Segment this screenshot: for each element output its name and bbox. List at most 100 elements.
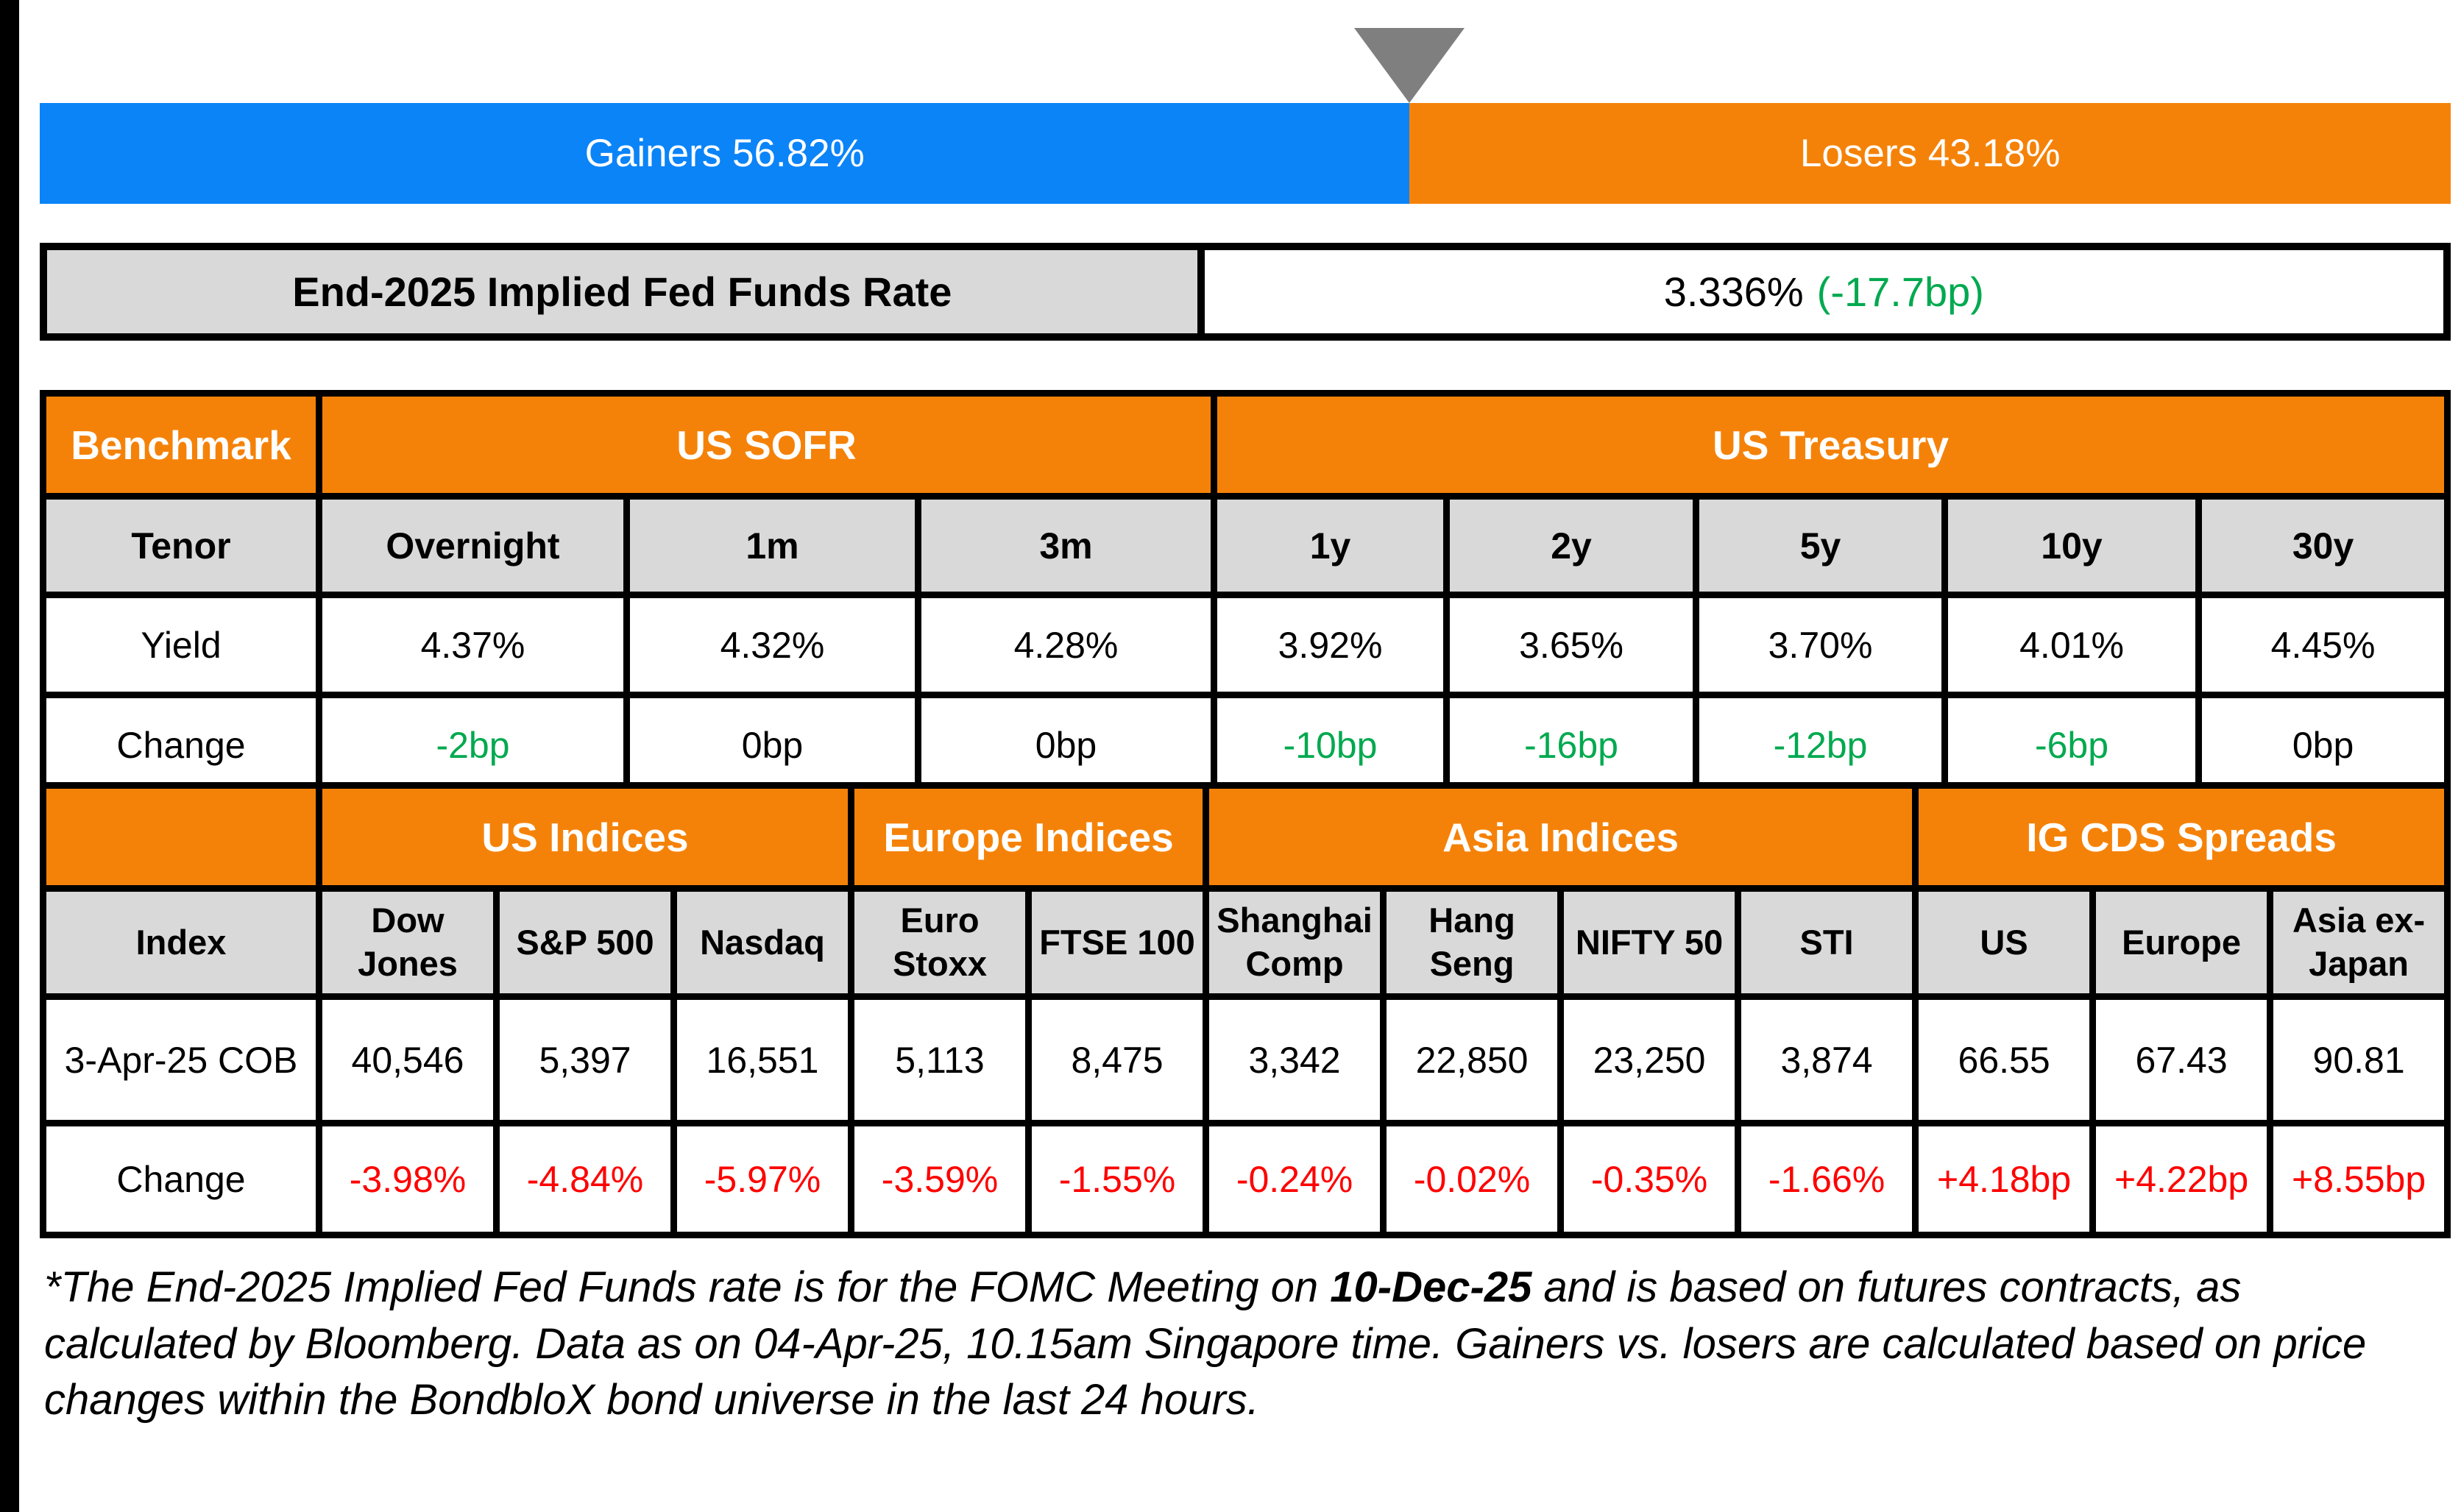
bar-marker-triangle-icon bbox=[1354, 28, 1465, 103]
index-change-cell: -0.02% bbox=[1380, 1120, 1565, 1238]
tenor-cell: 1m bbox=[623, 493, 921, 598]
index-change-cell: -1.55% bbox=[1025, 1120, 1210, 1238]
yield-cell: 4.32% bbox=[623, 592, 921, 698]
cob-cell: 66.55 bbox=[1912, 993, 2097, 1126]
yield-cell: 3.65% bbox=[1443, 592, 1700, 698]
index-name-cell: Europe bbox=[2089, 885, 2274, 1000]
cob-cell: 22,850 bbox=[1380, 993, 1565, 1126]
index-name-cell: Hang Seng bbox=[1380, 885, 1565, 1000]
left-edge-strip bbox=[0, 0, 19, 1512]
benchmark-table: Benchmark US SOFR US Treasury Tenor Over… bbox=[40, 390, 2451, 798]
change-cell: -16bp bbox=[1443, 692, 1700, 798]
tenor-row-label: Tenor bbox=[40, 493, 322, 598]
cob-cell: 40,546 bbox=[316, 993, 500, 1126]
change-row-label: Change bbox=[40, 1120, 322, 1238]
yield-cell: 4.37% bbox=[316, 592, 630, 698]
fed-funds-rate: 3.336% bbox=[1663, 269, 1804, 315]
footnote-post: and is based on futures contracts, as ca… bbox=[44, 1263, 2367, 1424]
index-name-cell: STI bbox=[1735, 885, 1919, 1000]
fed-funds-value-cell: 3.336% (-17.7bp) bbox=[1205, 250, 2443, 333]
change-cell: -10bp bbox=[1211, 692, 1451, 798]
yield-cell: 3.70% bbox=[1693, 592, 1949, 698]
index-name-cell: Shanghai Comp bbox=[1203, 885, 1387, 1000]
change-cell: 0bp bbox=[914, 692, 1218, 798]
tenor-header-row: Tenor Overnight 1m 3m 1y 2y 5y 10y 30y bbox=[40, 493, 2451, 598]
index-name-cell: FTSE 100 bbox=[1025, 885, 1210, 1000]
change-cell: 0bp bbox=[623, 692, 921, 798]
index-change-cell: -5.97% bbox=[670, 1120, 855, 1238]
group-header-us-indices: US Indices bbox=[315, 782, 855, 892]
tenor-cell: Overnight bbox=[316, 493, 630, 598]
yield-row-label: Yield bbox=[40, 592, 322, 698]
cob-cell: 90.81 bbox=[2267, 993, 2451, 1126]
benchmark-group-header-row: Benchmark US SOFR US Treasury bbox=[40, 390, 2451, 500]
group-header-europe-indices: Europe Indices bbox=[848, 782, 1210, 892]
cob-cell: 3,342 bbox=[1203, 993, 1387, 1126]
tenor-cell: 10y bbox=[1941, 493, 2203, 598]
change-cell: -12bp bbox=[1693, 692, 1949, 798]
fed-funds-strip: End-2025 Implied Fed Funds Rate 3.336% (… bbox=[40, 243, 2451, 341]
losers-segment: Losers 43.18% bbox=[1409, 103, 2451, 204]
fed-funds-label: End-2025 Implied Fed Funds Rate bbox=[47, 250, 1205, 333]
indices-group-header-row: US Indices Europe Indices Asia Indices I… bbox=[40, 782, 2451, 892]
yield-cell: 4.01% bbox=[1941, 592, 2203, 698]
indices-table: US Indices Europe Indices Asia Indices I… bbox=[40, 782, 2451, 1238]
tenor-cell: 2y bbox=[1443, 493, 1700, 598]
cob-cell: 16,551 bbox=[670, 993, 855, 1126]
index-name-cell: Euro Stoxx bbox=[848, 885, 1033, 1000]
cob-row-label: 3-Apr-25 COB bbox=[40, 993, 322, 1126]
group-header-us-sofr: US SOFR bbox=[315, 390, 1218, 500]
yield-cell: 4.45% bbox=[2195, 592, 2451, 698]
index-change-cell: -3.59% bbox=[848, 1120, 1033, 1238]
cob-cell: 67.43 bbox=[2089, 993, 2274, 1126]
losers-label: Losers 43.18% bbox=[1799, 132, 2061, 175]
indices-corner-cell bbox=[40, 782, 322, 892]
index-name-cell: Dow Jones bbox=[316, 885, 500, 1000]
cob-cell: 5,397 bbox=[493, 993, 677, 1126]
benchmark-change-row: Change -2bp 0bp 0bp -10bp -16bp -12bp -6… bbox=[40, 692, 2451, 798]
index-name-cell: Asia ex-Japan bbox=[2267, 885, 2451, 1000]
gainers-losers-bar: Gainers 56.82% Losers 43.18% bbox=[40, 103, 2451, 204]
yield-cell: 3.92% bbox=[1211, 592, 1451, 698]
index-change-cell: -0.24% bbox=[1203, 1120, 1387, 1238]
group-header-us-treasury: US Treasury bbox=[1211, 390, 2451, 500]
tenor-cell: 3m bbox=[914, 493, 1218, 598]
cob-row: 3-Apr-25 COB 40,546 5,397 16,551 5,113 8… bbox=[40, 993, 2451, 1126]
indices-change-row: Change -3.98% -4.84% -5.97% -3.59% -1.55… bbox=[40, 1120, 2451, 1238]
gainers-segment: Gainers 56.82% bbox=[40, 103, 1410, 204]
change-cell: 0bp bbox=[2195, 692, 2451, 798]
tenor-cell: 1y bbox=[1211, 493, 1451, 598]
tenor-cell: 30y bbox=[2195, 493, 2451, 598]
cob-cell: 8,475 bbox=[1025, 993, 1210, 1126]
footnote: *The End-2025 Implied Fed Funds rate is … bbox=[44, 1260, 2421, 1429]
footnote-pre: *The End-2025 Implied Fed Funds rate is … bbox=[44, 1263, 1331, 1311]
change-row-label: Change bbox=[40, 692, 322, 798]
gainers-label: Gainers 56.82% bbox=[584, 132, 865, 175]
group-header-ig-cds-spreads: IG CDS Spreads bbox=[1912, 782, 2451, 892]
index-change-cell: -3.98% bbox=[316, 1120, 500, 1238]
index-name-cell: NIFTY 50 bbox=[1557, 885, 1742, 1000]
cob-cell: 3,874 bbox=[1735, 993, 1919, 1126]
index-header-row: Index Dow Jones S&P 500 Nasdaq Euro Stox… bbox=[40, 885, 2451, 1000]
change-cell: -2bp bbox=[316, 692, 630, 798]
index-change-cell: +4.18bp bbox=[1912, 1120, 2097, 1238]
index-name-cell: Nasdaq bbox=[670, 885, 855, 1000]
index-row-label: Index bbox=[40, 885, 322, 1000]
tenor-cell: 5y bbox=[1693, 493, 1949, 598]
index-name-cell: S&P 500 bbox=[493, 885, 677, 1000]
index-change-cell: -4.84% bbox=[493, 1120, 677, 1238]
cob-cell: 5,113 bbox=[848, 993, 1033, 1126]
fed-funds-change: (-17.7bp) bbox=[1816, 269, 1984, 315]
index-change-cell: +4.22bp bbox=[2089, 1120, 2274, 1238]
yield-cell: 4.28% bbox=[914, 592, 1218, 698]
footnote-date-bold: 10-Dec-25 bbox=[1330, 1263, 1532, 1311]
cob-cell: 23,250 bbox=[1557, 993, 1742, 1126]
index-name-cell: US bbox=[1912, 885, 2097, 1000]
index-change-cell: -0.35% bbox=[1557, 1120, 1742, 1238]
yield-row: Yield 4.37% 4.32% 4.28% 3.92% 3.65% 3.70… bbox=[40, 592, 2451, 698]
benchmark-corner-cell: Benchmark bbox=[40, 390, 322, 500]
index-change-cell: -1.66% bbox=[1735, 1120, 1919, 1238]
group-header-asia-indices: Asia Indices bbox=[1203, 782, 1919, 892]
change-cell: -6bp bbox=[1941, 692, 2203, 798]
